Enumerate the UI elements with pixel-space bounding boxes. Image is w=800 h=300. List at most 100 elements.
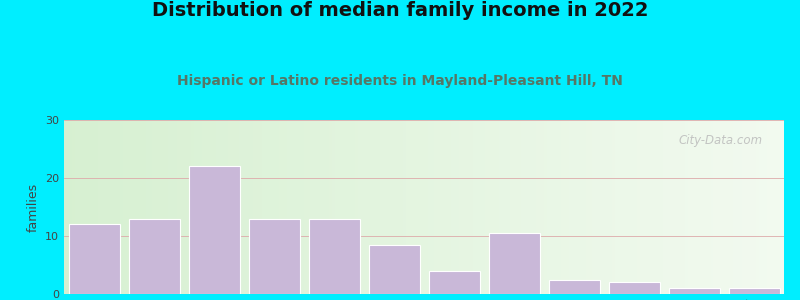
Text: Distribution of median family income in 2022: Distribution of median family income in … [152, 2, 648, 20]
Bar [247, 120, 250, 294]
Bar [276, 120, 278, 294]
Bar [781, 120, 784, 294]
Bar [609, 282, 659, 294]
Bar [518, 120, 522, 294]
Bar [202, 120, 205, 294]
Bar [505, 120, 507, 294]
Bar [420, 120, 422, 294]
Bar [205, 120, 208, 294]
Bar [374, 120, 378, 294]
Bar [426, 120, 428, 294]
Bar [369, 245, 419, 294]
Bar [479, 120, 482, 294]
Bar [482, 120, 485, 294]
Bar [115, 120, 118, 294]
Bar [81, 120, 84, 294]
Bar [318, 120, 321, 294]
Bar [699, 120, 702, 294]
Bar [685, 120, 688, 294]
Bar [764, 120, 767, 294]
Bar [620, 120, 623, 294]
Bar [496, 120, 499, 294]
Bar [714, 120, 716, 294]
Bar [773, 120, 775, 294]
Bar [163, 120, 166, 294]
Bar [242, 120, 245, 294]
Bar [601, 120, 603, 294]
Bar [366, 120, 369, 294]
Bar [194, 120, 197, 294]
Bar [431, 120, 434, 294]
Bar [758, 120, 762, 294]
Bar [386, 120, 389, 294]
Bar [671, 120, 674, 294]
Bar [273, 120, 276, 294]
Bar [710, 120, 714, 294]
Bar [775, 120, 778, 294]
Bar [126, 120, 129, 294]
Bar [394, 120, 397, 294]
Bar [612, 120, 614, 294]
Bar [236, 120, 239, 294]
Bar [784, 120, 787, 294]
Bar [295, 120, 298, 294]
Bar [524, 120, 527, 294]
Bar [445, 120, 448, 294]
Bar [180, 120, 182, 294]
Bar [753, 120, 756, 294]
Bar [719, 120, 722, 294]
Bar [730, 120, 733, 294]
Bar [595, 120, 598, 294]
Bar [589, 120, 592, 294]
Bar [668, 120, 671, 294]
Bar [489, 233, 539, 294]
Bar [522, 120, 524, 294]
Bar [199, 120, 202, 294]
Bar [598, 120, 601, 294]
Bar [606, 120, 609, 294]
Bar [249, 219, 299, 294]
Y-axis label: families: families [26, 182, 39, 232]
Bar [541, 120, 544, 294]
Bar [583, 120, 586, 294]
Bar [310, 120, 313, 294]
Bar [499, 120, 502, 294]
Bar [64, 120, 67, 294]
Bar [138, 120, 140, 294]
Bar [406, 120, 409, 294]
Bar [355, 120, 358, 294]
Bar [485, 120, 487, 294]
Bar [346, 120, 349, 294]
Bar [197, 120, 199, 294]
Bar [121, 120, 123, 294]
Bar [513, 120, 516, 294]
Bar [188, 120, 191, 294]
Bar [282, 120, 284, 294]
Bar [708, 120, 710, 294]
Bar [722, 120, 725, 294]
Bar [129, 219, 179, 294]
Bar [570, 120, 572, 294]
Bar [378, 120, 380, 294]
Bar [507, 120, 510, 294]
Bar [618, 120, 620, 294]
Bar [451, 120, 454, 294]
Bar [304, 120, 307, 294]
Bar [729, 288, 779, 294]
Bar [439, 120, 442, 294]
Bar [182, 120, 186, 294]
Bar [146, 120, 149, 294]
Bar [750, 120, 753, 294]
Bar [309, 219, 359, 294]
Bar [70, 120, 73, 294]
Bar [326, 120, 330, 294]
Bar [174, 120, 177, 294]
Bar [222, 120, 225, 294]
Bar [132, 120, 134, 294]
Bar [603, 120, 606, 294]
Bar [564, 120, 566, 294]
Bar [191, 120, 194, 294]
Bar [349, 120, 352, 294]
Bar [592, 120, 595, 294]
Bar [324, 120, 326, 294]
